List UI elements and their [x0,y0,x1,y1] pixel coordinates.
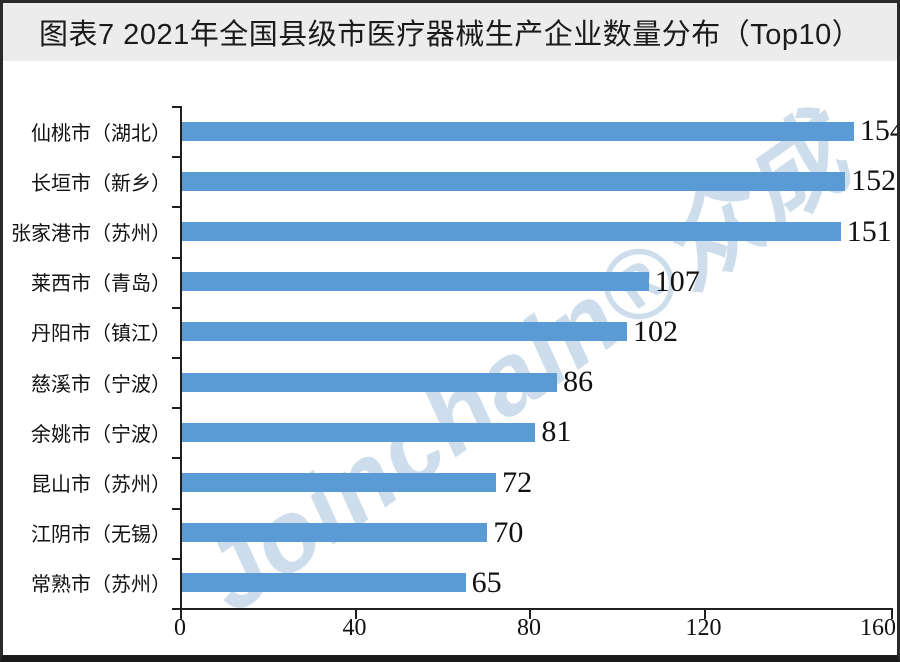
y-axis-tick [172,608,180,610]
x-axis-tick [354,610,357,619]
x-axis-tick [180,610,182,619]
y-axis-tick [172,457,180,460]
chart-title: 图表7 2021年全国县级市医疗器械生产企业数量分布（Top10） [39,19,862,51]
category-label: 仙桃市（湖北） [31,122,171,145]
value-label: 86 [563,365,594,399]
value-label: 107 [654,264,700,298]
value-label: 154 [859,114,897,148]
category-label: 张家港市（苏州） [11,222,171,245]
value-label: 72 [502,465,533,499]
x-axis-end-tick [891,610,893,619]
x-tick-label: 0 [174,615,186,641]
bar [182,121,854,141]
bar [182,222,841,241]
bar [182,573,466,593]
x-tick-label: 80 [517,615,541,641]
bar [182,422,536,442]
y-axis-tick [172,407,180,410]
value-label: 152 [851,164,897,198]
category-label: 昆山市（苏州） [31,473,171,496]
bar [182,523,488,543]
category-label: 余姚市（宁波） [31,423,171,446]
y-axis-tick [172,306,180,309]
y-axis-tick [172,206,180,209]
x-tick-label: 160 [860,615,896,641]
x-axis-tick [703,610,706,619]
y-axis-tick [172,256,180,259]
x-tick-label: 120 [685,615,722,641]
y-axis-tick [172,507,180,510]
value-label: 102 [632,314,678,348]
y-axis-line [180,106,182,610]
x-axis-tick [529,610,531,619]
x-axis-line [180,608,893,610]
watermark: Joinchain®众成 [180,98,869,634]
category-label: 丹阳市（镇江） [31,323,171,346]
y-axis-tick [172,557,180,560]
bar [182,171,846,191]
value-label: 151 [846,214,892,248]
category-label: 江阴市（无锡） [31,524,171,547]
bar [182,272,649,292]
y-axis-tick [172,156,180,159]
y-axis-tick [172,357,180,359]
value-label: 70 [493,515,524,549]
bar [182,372,558,392]
category-label: 慈溪市（宁波） [31,373,171,396]
value-label: 81 [541,415,572,449]
y-axis-tick [172,106,180,108]
chart-title-banner: 图表7 2021年全国县级市医疗器械生产企业数量分布（Top10） [3,3,897,61]
category-label: 莱西市（青岛） [31,273,171,296]
value-label: 65 [471,565,502,599]
category-label: 常熟市（苏州） [31,574,171,597]
bar [182,473,497,492]
bar [182,322,627,342]
category-label: 长垣市（新乡） [31,172,171,195]
x-tick-label: 40 [342,615,367,641]
